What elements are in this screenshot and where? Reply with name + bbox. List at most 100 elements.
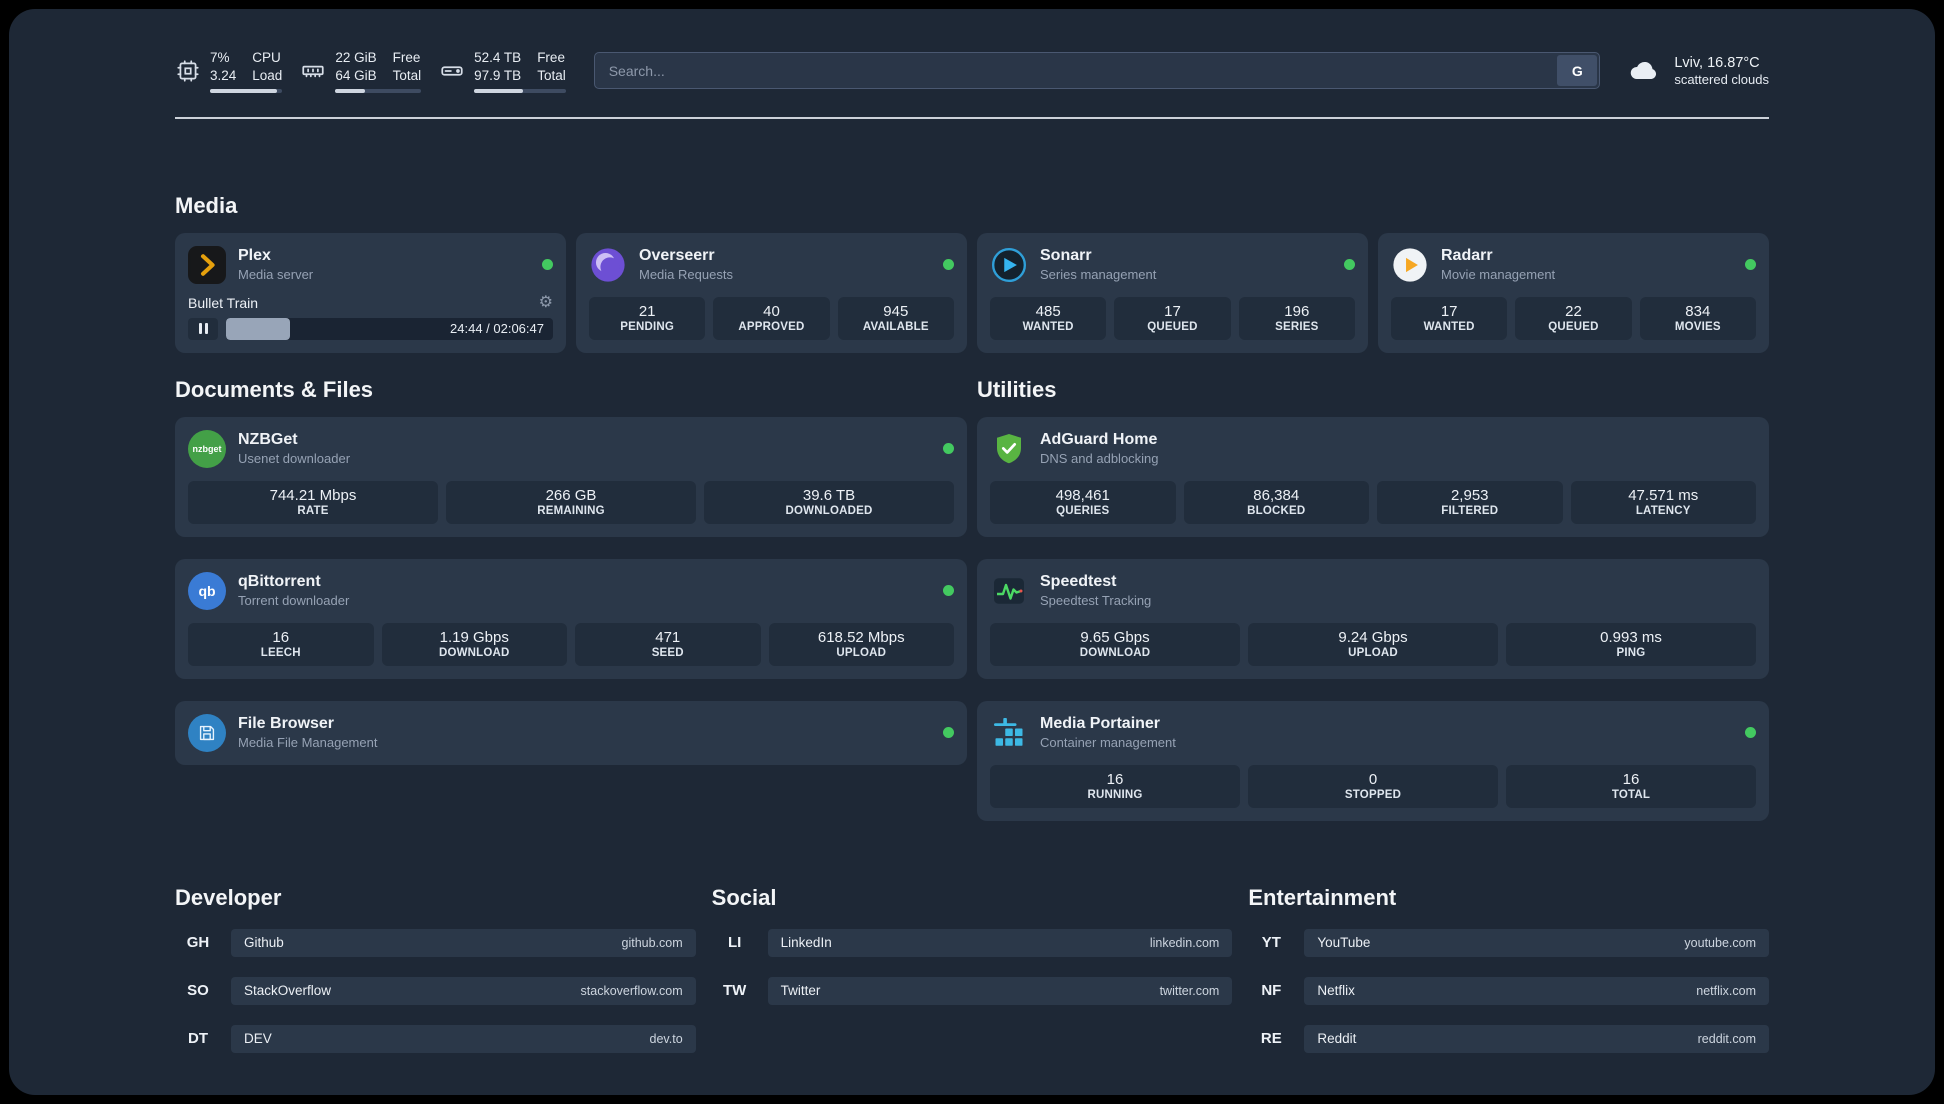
- sonarr-card[interactable]: Sonarr Series management 485 WANTED 17 Q…: [977, 232, 1368, 353]
- bookmark-netflix[interactable]: NF Netflix netflix.com: [1248, 976, 1769, 1005]
- sonarr-icon: [990, 246, 1028, 284]
- stat-label: WANTED: [1423, 320, 1475, 333]
- ram-free-label: Free: [392, 50, 421, 65]
- status-dot: [542, 259, 553, 271]
- pause-button[interactable]: [188, 317, 218, 340]
- overseerr-card[interactable]: Overseerr Media Requests 21 PENDING 40 A…: [576, 232, 967, 353]
- playback-progress-fill: [226, 317, 290, 340]
- stat-label: PENDING: [620, 320, 675, 333]
- stat-value: 1.19 Gbps: [439, 628, 509, 646]
- bookmark-name: StackOverflow: [244, 983, 332, 999]
- cpu-load-label: Load: [252, 67, 283, 83]
- weather-condition: scattered clouds: [1674, 71, 1769, 87]
- bookmark-dev[interactable]: DT DEV dev.to: [175, 1024, 696, 1053]
- status-dot: [943, 259, 954, 271]
- stat-label: LEECH: [260, 646, 301, 659]
- app-name: Media Portainer: [1040, 715, 1161, 733]
- stat-label: APPROVED: [738, 320, 805, 333]
- nzbget-card[interactable]: nzbget NZBGet Usenet downloader 744.21 M…: [175, 416, 967, 537]
- app-name: Overseerr: [639, 247, 715, 265]
- stat-tile: 16 TOTAL: [1506, 764, 1756, 808]
- stat-label: RUNNING: [1087, 788, 1143, 801]
- bookmark-twitter[interactable]: TW Twitter twitter.com: [712, 976, 1233, 1005]
- ram-free-value: 22 GiB: [335, 50, 377, 65]
- stat-label: DOWNLOAD: [438, 646, 510, 659]
- developer-bookmarks: Developer GH Github github.com SO StackO…: [175, 885, 696, 1073]
- gear-icon[interactable]: ⚙: [538, 293, 553, 311]
- app-name: AdGuard Home: [1040, 431, 1158, 449]
- stat-tile: 834 MOVIES: [1639, 296, 1756, 340]
- bookmark-name: YouTube: [1317, 935, 1371, 951]
- stat-value: 40: [763, 302, 780, 320]
- disk-icon: [439, 58, 465, 84]
- stat-value: 945: [883, 302, 909, 320]
- bookmark-github[interactable]: GH Github github.com: [175, 928, 696, 957]
- bookmark-youtube[interactable]: YT YouTube youtube.com: [1248, 928, 1769, 957]
- stat-label: DOWNLOADED: [785, 504, 873, 517]
- dashboard-root: 7% 3.24 CPU Load: [9, 9, 1935, 1095]
- bookmark-abbr: LI: [727, 934, 742, 952]
- search-input[interactable]: [594, 62, 1558, 79]
- status-dot: [1745, 259, 1756, 271]
- stat-value: 17: [1164, 302, 1181, 320]
- portainer-card[interactable]: Media Portainer Container management 16 …: [977, 700, 1769, 821]
- stat-label: RATE: [297, 504, 329, 517]
- social-bookmarks: Social LI LinkedIn linkedin.com TW Twitt…: [712, 885, 1233, 1025]
- status-dot: [943, 727, 954, 739]
- plex-icon: [188, 245, 226, 284]
- system-stats: 7% 3.24 CPU Load: [175, 49, 566, 93]
- playback-progress-bar[interactable]: 24:44 / 02:06:47: [226, 317, 553, 340]
- stat-value: 9.24 Gbps: [1338, 628, 1408, 646]
- app-subtitle: Series management: [1040, 267, 1157, 283]
- search-engine-button[interactable]: G: [1557, 55, 1598, 87]
- bookmark-name: DEV: [244, 1031, 272, 1047]
- bookmark-url: netflix.com: [1696, 983, 1756, 998]
- speedtest-card[interactable]: Speedtest Speedtest Tracking 9.65 Gbps D…: [977, 558, 1769, 679]
- adguard-card[interactable]: AdGuard Home DNS and adblocking 498,461 …: [977, 416, 1769, 537]
- disk-progress-bar: [474, 88, 566, 93]
- qbittorrent-card[interactable]: qb qBittorrent Torrent downloader 16 LEE…: [175, 558, 967, 679]
- utilities-section: Utilities AdGuard Home DNS and adblockin…: [977, 377, 1769, 821]
- app-name: qBittorrent: [238, 573, 321, 591]
- ram-total-value: 64 GiB: [335, 67, 377, 83]
- bookmark-abbr: RE: [1260, 1030, 1282, 1048]
- ram-total-label: Total: [392, 67, 422, 83]
- bookmark-linkedin[interactable]: LI LinkedIn linkedin.com: [712, 928, 1233, 957]
- stat-label: QUEUED: [1548, 320, 1599, 333]
- bookmark-abbr: YT: [1261, 934, 1281, 952]
- bookmark-url: linkedin.com: [1149, 935, 1220, 950]
- stat-tile: 744.21 Mbps RATE: [188, 480, 438, 524]
- stat-tile: 618.52 Mbps UPLOAD: [768, 622, 954, 666]
- stat-value: 618.52 Mbps: [817, 628, 905, 646]
- bookmark-reddit[interactable]: RE Reddit reddit.com: [1248, 1024, 1769, 1053]
- stat-value: 0.993 ms: [1600, 628, 1662, 646]
- stat-label: REMAINING: [537, 504, 605, 517]
- filebrowser-card[interactable]: File Browser Media File Management: [175, 700, 967, 765]
- cloud-icon: [1624, 55, 1664, 87]
- plex-card[interactable]: Plex Media server Bullet Train ⚙ 24:4: [175, 232, 566, 353]
- radarr-card[interactable]: Radarr Movie management 17 WANTED 22 QUE…: [1378, 232, 1769, 353]
- stat-tile: 0.993 ms PING: [1506, 622, 1756, 666]
- app-subtitle: DNS and adblocking: [1040, 451, 1159, 467]
- bookmark-name: Netflix: [1317, 983, 1355, 999]
- ram-widget: 22 GiB 64 GiB Free Total: [300, 49, 422, 93]
- disk-widget: 52.4 TB 97.9 TB Free Total: [439, 49, 566, 93]
- stat-label: BLOCKED: [1247, 504, 1306, 517]
- ram-icon: [300, 58, 326, 84]
- ram-progress-bar: [335, 88, 422, 93]
- disk-free-label: Free: [537, 50, 565, 65]
- cpu-progress-fill: [210, 88, 278, 93]
- media-section: Media Plex Media server: [175, 193, 1769, 353]
- stat-label: SERIES: [1275, 320, 1319, 333]
- stat-tile: 17 WANTED: [1391, 296, 1508, 340]
- stat-tile: 471 SEED: [575, 622, 761, 666]
- stat-tile: 9.24 Gbps UPLOAD: [1248, 622, 1498, 666]
- stat-value: 266 GB: [545, 486, 597, 504]
- bookmark-stackoverflow[interactable]: SO StackOverflow stackoverflow.com: [175, 976, 696, 1005]
- stat-label: MOVIES: [1674, 320, 1721, 333]
- stat-value: 834: [1685, 302, 1711, 320]
- app-name: NZBGet: [238, 431, 298, 449]
- app-name: Radarr: [1441, 247, 1493, 265]
- app-subtitle: Media File Management: [238, 735, 378, 751]
- section-title-media: Media: [175, 192, 238, 218]
